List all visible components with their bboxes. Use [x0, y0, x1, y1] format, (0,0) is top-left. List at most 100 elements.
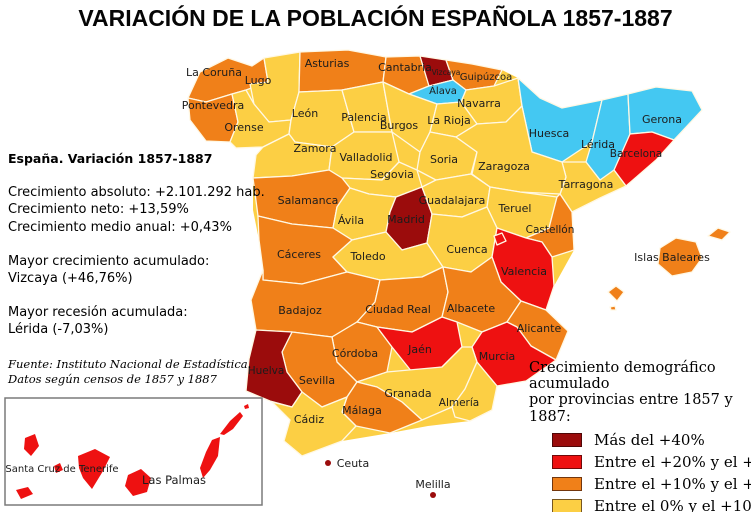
- source-line-2: Datos según censos de 1857 y 1887: [8, 372, 217, 387]
- max-recession-value: Lérida (-7,03%): [8, 322, 109, 338]
- info-growth-stats: Crecimiento absoluto: +2.101.292 hab. Cr…: [8, 184, 265, 237]
- province-label-navarra: Navarra: [457, 97, 501, 110]
- province-label-orense: Orense: [224, 121, 263, 134]
- legend-swatch-more40: [552, 432, 582, 447]
- canary-island: [220, 412, 243, 435]
- province-label-vizcaya: Vizcaya: [432, 68, 461, 77]
- legend-item-label: Entre el 0% y el +10%: [594, 496, 751, 512]
- province-label-asturias: Asturias: [305, 57, 350, 70]
- legend-item: Más del +40%: [529, 430, 751, 449]
- province-label-huesca: Huesca: [529, 127, 570, 140]
- province-label-caceres: Cáceres: [277, 248, 321, 261]
- canary-island: [78, 449, 110, 489]
- canary-island: [125, 469, 151, 496]
- source-note: Fuente: Instituto Nacional de Estadístic…: [8, 356, 252, 388]
- province-label-jaen: Jaén: [407, 343, 432, 356]
- legend-item-label: Más del +40%: [594, 430, 705, 449]
- province-label-huelva: Huelva: [248, 365, 285, 377]
- province-label-segovia: Segovia: [370, 168, 414, 181]
- province-label-badajoz: Badajoz: [278, 304, 322, 317]
- province-label-lugo: Lugo: [245, 74, 272, 87]
- province-label-leon: León: [292, 107, 318, 120]
- legend-title: Crecimiento demográfico acumulado por pr…: [529, 360, 751, 425]
- province-label-guipuzcoa: Guipúzcoa: [460, 71, 513, 83]
- province-label-soria: Soria: [430, 153, 458, 166]
- canary-island: [200, 437, 220, 478]
- info-max-growth: Mayor crecimiento acumulado: Vizcaya (+4…: [8, 253, 246, 288]
- legend-rows: Más del +40% Entre el +20% y el +30% Entre…: [529, 430, 751, 512]
- legend-title-line2: por provincias entre 1857 y 1887:: [529, 392, 733, 425]
- province-label-alicante: Alicante: [517, 322, 562, 335]
- canary-label-santa-cruz-de-tenerife: Santa Cruz de Tenerife: [5, 464, 118, 475]
- canary-island: [16, 487, 33, 499]
- province-label-castellon: Castellón: [526, 224, 575, 236]
- province-label-cadiz: Cádiz: [294, 413, 324, 426]
- province-label-albacete: Albacete: [447, 302, 495, 315]
- canary-island: [24, 434, 39, 456]
- province-label-islas-baleares: Islas Baleares: [634, 251, 710, 264]
- province-label-granada: Granada: [384, 387, 431, 400]
- province-label-tarragona: Tarragona: [558, 178, 614, 191]
- legend-item-label: Entre el +10% y el +20%: [594, 474, 751, 493]
- province-almeria: [451, 361, 498, 422]
- legend-item: Entre el +20% y el +30%: [529, 452, 751, 471]
- max-growth-title: Mayor crecimiento acumulado:: [8, 253, 210, 269]
- province-label-valencia: Valencia: [501, 265, 547, 278]
- province-label-sevilla: Sevilla: [299, 374, 335, 387]
- info-line-absolute: Crecimiento absoluto: +2.101.292 hab.: [8, 184, 265, 200]
- info-line-annual: Crecimiento medio anual: +0,43%: [8, 219, 232, 235]
- province-label-lerida: Lérida: [581, 138, 615, 151]
- province-label-la-rioja: La Rioja: [427, 114, 471, 127]
- province-cadiz: [271, 391, 357, 457]
- legend-swatch-r0_10: [552, 498, 582, 512]
- info-max-recession: Mayor recesión acumulada: Lérida (-7,03%…: [8, 304, 246, 339]
- canary-label-las-palmas: Las Palmas: [142, 473, 206, 487]
- province-label-toledo: Toledo: [349, 250, 385, 263]
- province-label-avila: Ávila: [338, 214, 364, 227]
- city-dot-melilla: [430, 492, 436, 498]
- province-label-almeria: Almería: [439, 397, 479, 409]
- legend-item-label: Entre el +20% y el +30%: [594, 452, 751, 471]
- legend: Crecimiento demográfico acumulado por pr…: [529, 360, 751, 512]
- province-label-guadalajara: Guadalajara: [419, 194, 486, 207]
- map-title: VARIACIÓN DE LA POBLACIÓN ESPAÑOLA 1857-…: [78, 5, 673, 31]
- canary-island: [244, 404, 249, 409]
- province-label-ciudad-real: Ciudad Real: [365, 303, 431, 316]
- province-islas-baleares: [707, 227, 731, 241]
- city-label-melilla: Melilla: [415, 478, 450, 491]
- province-label-madrid: Madrid: [387, 213, 425, 226]
- province-islas-baleares: [609, 305, 617, 311]
- province-label-cantabria: Cantabria: [378, 61, 432, 74]
- city-dot-ceuta: [325, 460, 331, 466]
- province-label-cuenca: Cuenca: [446, 243, 487, 256]
- province-label-zaragoza: Zaragoza: [478, 160, 530, 173]
- province-label-zamora: Zamora: [294, 142, 337, 155]
- legend-title-line1: Crecimiento demográfico acumulado: [529, 360, 716, 393]
- info-heading: España. Variación 1857-1887: [8, 151, 213, 166]
- province-label-valladolid: Valladolid: [339, 151, 392, 164]
- province-label-murcia: Murcia: [479, 350, 516, 363]
- max-growth-value: Vizcaya (+46,76%): [8, 271, 133, 287]
- legend-swatch-r20_30: [552, 454, 582, 469]
- province-label-palencia: Palencia: [341, 111, 387, 124]
- province-label-barcelona: Barcelona: [610, 148, 662, 160]
- source-line-1: Fuente: Instituto Nacional de Estadístic…: [8, 356, 252, 371]
- legend-item: Entre el 0% y el +10%: [529, 496, 751, 512]
- city-label-ceuta: Ceuta: [337, 457, 369, 470]
- province-label-malaga: Málaga: [342, 404, 382, 417]
- province-islas-baleares: [607, 285, 625, 302]
- info-panel: España. Variación 1857-1887 Crecimiento …: [8, 151, 265, 388]
- province-label-teruel: Teruel: [498, 202, 532, 215]
- canary-island: [54, 463, 63, 473]
- legend-item: Entre el +10% y el +20%: [529, 474, 751, 493]
- info-line-net: Crecimiento neto: +13,59%: [8, 202, 189, 218]
- province-label-alava: Álava: [429, 84, 457, 97]
- province-label-la-coruna: La Coruña: [186, 66, 242, 79]
- province-label-pontevedra: Pontevedra: [182, 99, 245, 112]
- province-islas-baleares: [657, 237, 703, 277]
- legend-swatch-r10_20: [552, 476, 582, 491]
- province-label-cordoba: Córdoba: [332, 347, 378, 360]
- province-label-salamanca: Salamanca: [278, 194, 339, 207]
